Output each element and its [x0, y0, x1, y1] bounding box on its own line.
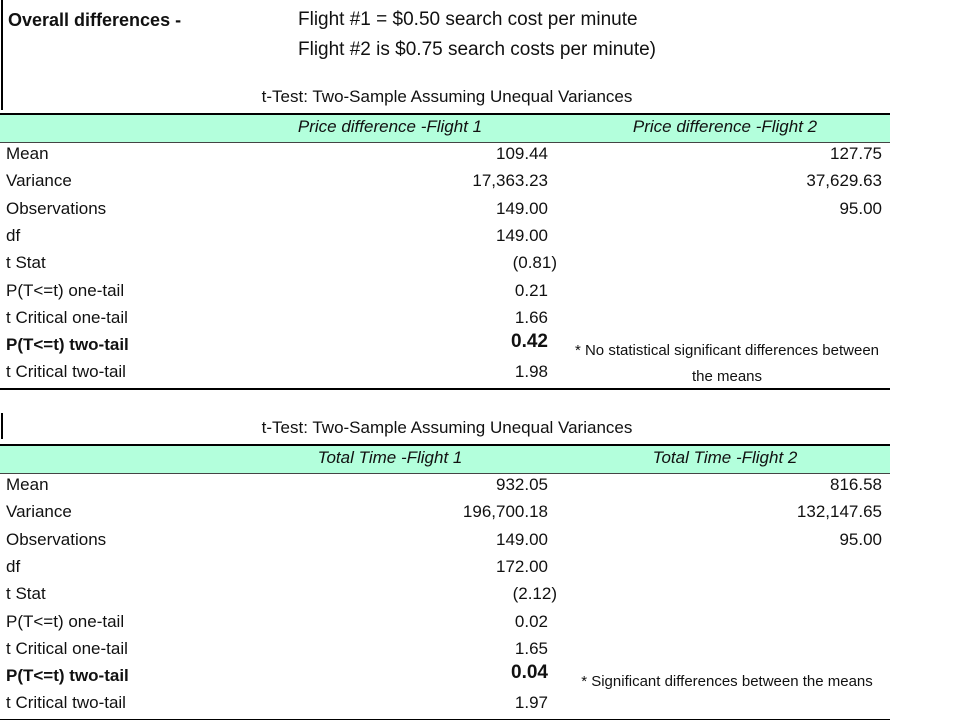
cell-value: 132,147.65	[796, 502, 882, 522]
column-header: Total Time -Flight 1	[317, 448, 463, 467]
cell-value: 816.58	[830, 475, 882, 494]
cell-value: 109.44	[496, 144, 548, 163]
note: * No statistical significant differences…	[574, 342, 880, 386]
cell-value: 0.42	[511, 331, 548, 353]
row-label: t Critical two-tail	[6, 362, 126, 382]
left-rule	[1, 82, 3, 108]
row-label: P(T<=t) one-tail	[6, 280, 125, 300]
row-label: Mean	[6, 475, 49, 494]
cell-value: 1.98	[514, 362, 548, 382]
cell-value: 37,629.63	[806, 171, 882, 191]
cell-value: 95.00	[839, 529, 882, 549]
cell-value: 172.00	[496, 556, 548, 576]
cell-value: 95.00	[839, 198, 882, 218]
row-label: P(T<=t) two-tail	[6, 666, 129, 686]
cell-value: 149.00	[496, 225, 548, 245]
row-label: df	[6, 556, 21, 576]
cell-value: 0.02	[514, 611, 548, 631]
bottom-rule	[0, 387, 890, 390]
cell-value: 149.00	[496, 529, 548, 549]
cell-value: (2.12)	[512, 584, 557, 604]
table-title: t-Test: Two-Sample Assuming Unequal Vari…	[261, 87, 633, 106]
row-label: t Stat	[6, 253, 46, 273]
header-line: Flight #1 = $0.50 search cost per minute	[298, 9, 638, 30]
row-label: P(T<=t) one-tail	[6, 611, 125, 631]
row-label: Observations	[6, 198, 107, 218]
row-label: Variance	[6, 171, 72, 191]
note: * Significant differences between the me…	[581, 673, 873, 691]
left-rule	[1, 0, 3, 110]
cell-value: 932.05	[496, 475, 548, 494]
cell-value: 127.75	[830, 144, 882, 163]
cell-value: 1.66	[514, 307, 548, 327]
header-row	[0, 444, 890, 474]
cell-value: 0.21	[514, 280, 548, 300]
row-label: P(T<=t) two-tail	[6, 335, 129, 355]
header-row	[0, 113, 890, 143]
cell-value: 17,363.23	[472, 171, 548, 191]
column-header: Price difference -Flight 2	[632, 117, 818, 136]
table-title: t-Test: Two-Sample Assuming Unequal Vari…	[261, 418, 633, 437]
header-line: Flight #2 is $0.75 search costs per minu…	[298, 39, 657, 60]
bottom-rule	[0, 718, 890, 720]
cell-value: 1.65	[514, 638, 548, 658]
row-label: Observations	[6, 529, 107, 549]
row-label: t Critical one-tail	[6, 307, 128, 327]
row-label: t Critical two-tail	[6, 693, 126, 713]
cell-value: 149.00	[496, 198, 548, 218]
cell-value: 196,700.18	[462, 502, 548, 522]
cell-value: 1.97	[514, 693, 548, 713]
row-label: t Critical one-tail	[6, 638, 128, 658]
cell-value: (0.81)	[512, 253, 557, 273]
row-label: t Stat	[6, 584, 46, 604]
cell-value: 0.04	[511, 662, 548, 684]
left-rule	[1, 413, 3, 439]
column-header: Total Time -Flight 2	[652, 448, 798, 467]
header-label: Overall differences -	[8, 10, 182, 30]
column-header: Price difference -Flight 1	[297, 117, 483, 136]
row-label: Mean	[6, 144, 49, 163]
row-label: Variance	[6, 502, 72, 522]
row-label: df	[6, 225, 21, 245]
